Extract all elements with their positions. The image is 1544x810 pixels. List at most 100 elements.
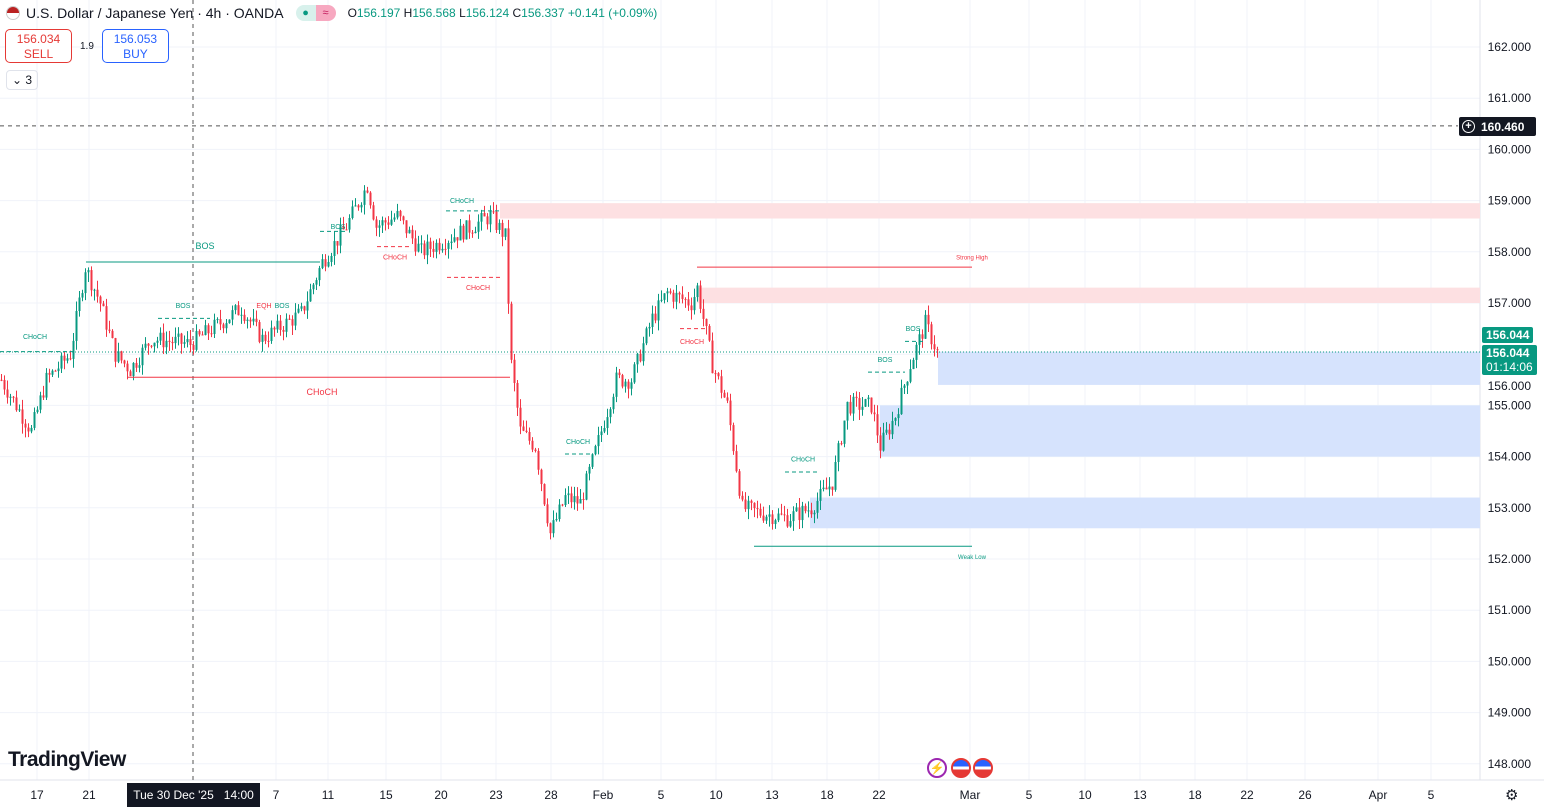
candle-body [216, 319, 219, 321]
candle-body [42, 395, 45, 398]
candle-body [744, 499, 747, 510]
candle-body [0, 379, 3, 381]
candle-body [108, 329, 111, 331]
structure-label: BOS [331, 224, 346, 231]
status-pill[interactable]: ● ≈ [295, 5, 336, 21]
structure-label: Strong High [956, 255, 988, 261]
candle-body [819, 489, 822, 501]
candle-body [618, 372, 621, 376]
candle-body [138, 365, 141, 368]
candle-body [798, 507, 801, 521]
candle-body [705, 318, 708, 326]
candle-body [549, 523, 552, 534]
add-alert-icon[interactable]: + [1462, 120, 1475, 133]
symbol-title[interactable]: U.S. Dollar / Japanese Yen · 4h · OANDA [26, 5, 284, 21]
candle-body [141, 347, 144, 366]
candle-body [696, 285, 699, 298]
candle-body [21, 409, 24, 424]
event-lightning-icon[interactable]: ⚡ [927, 758, 947, 778]
buy-button[interactable]: 156.053 BUY [101, 29, 169, 63]
candle-body [678, 292, 681, 295]
candle-body [903, 385, 906, 388]
candle-body [639, 353, 642, 362]
crosshair-price-label[interactable]: +160.460 [1459, 117, 1536, 136]
candle-body [561, 504, 564, 506]
candle-body [552, 520, 555, 534]
candle-body [870, 397, 873, 413]
candle-body [531, 440, 534, 450]
candle-body [288, 318, 291, 320]
candle-body [717, 373, 720, 377]
candle-body [615, 372, 618, 397]
candle-body [303, 306, 306, 311]
time-tick: 13 [765, 788, 779, 802]
usd-jpy-flag-icon [6, 6, 20, 20]
candle-body [795, 507, 798, 512]
us-event-icon[interactable] [973, 758, 993, 778]
candle-body [153, 342, 156, 347]
candle-body [225, 323, 228, 329]
candle-body [858, 398, 861, 410]
time-tick: Mar [960, 788, 981, 802]
settings-gear-icon[interactable]: ⚙ [1505, 787, 1519, 804]
structure-label: BOS [906, 326, 921, 333]
time-tick: 18 [820, 788, 834, 802]
candle-body [453, 237, 456, 242]
candle-body [849, 401, 852, 414]
candle-body [864, 399, 867, 407]
time-tick: 11 [322, 788, 335, 802]
structure-label: EQH [256, 303, 271, 310]
candle-body [156, 340, 159, 343]
price-tick: 158.000 [1488, 245, 1532, 259]
candle-body [609, 409, 612, 418]
candle-body [27, 427, 30, 432]
candle-body [636, 353, 639, 365]
candle-body [891, 420, 894, 435]
time-tick: 10 [1078, 788, 1092, 802]
candle-body [684, 299, 687, 301]
candle-body [24, 423, 27, 428]
candle-body [360, 204, 363, 208]
candle-body [807, 510, 810, 512]
candle-body [396, 210, 399, 218]
candle-body [186, 339, 189, 343]
candle-body [504, 228, 507, 237]
candle-body [693, 297, 696, 311]
candle-body [192, 344, 195, 350]
us-event-icon[interactable] [951, 758, 971, 778]
candle-body [33, 412, 36, 428]
candle-body [363, 190, 366, 205]
candle-body [774, 520, 777, 525]
candle-body [768, 514, 771, 517]
candle-body [165, 340, 168, 348]
candle-body [879, 435, 882, 451]
candle-body [195, 330, 198, 350]
candle-body [309, 289, 312, 302]
candle-body [477, 221, 480, 232]
time-tick: 5 [658, 788, 665, 802]
tradingview-logo[interactable]: TradingView [8, 748, 126, 771]
structure-label: BOS [878, 357, 893, 364]
candle-body [651, 313, 654, 327]
candle-body [399, 210, 402, 217]
candle-body [90, 270, 93, 291]
candle-body [897, 414, 900, 419]
supply-zone [500, 203, 1480, 219]
candle-body [801, 505, 804, 521]
candle-body [51, 370, 54, 375]
candle-body [909, 369, 912, 382]
indicators-toggle[interactable]: ⌄ 3 [6, 70, 39, 90]
candle-body [168, 340, 171, 342]
candle-body [825, 487, 828, 490]
candle-body [228, 319, 231, 324]
candle-body [681, 294, 684, 300]
structure-label: BOS [176, 303, 191, 310]
candle-body [9, 396, 12, 398]
candle-body [726, 397, 729, 401]
candle-body [438, 242, 441, 251]
candle-body [537, 450, 540, 470]
candle-body [390, 219, 393, 225]
candle-body [789, 521, 792, 527]
sell-button[interactable]: 156.034 SELL [5, 29, 72, 63]
